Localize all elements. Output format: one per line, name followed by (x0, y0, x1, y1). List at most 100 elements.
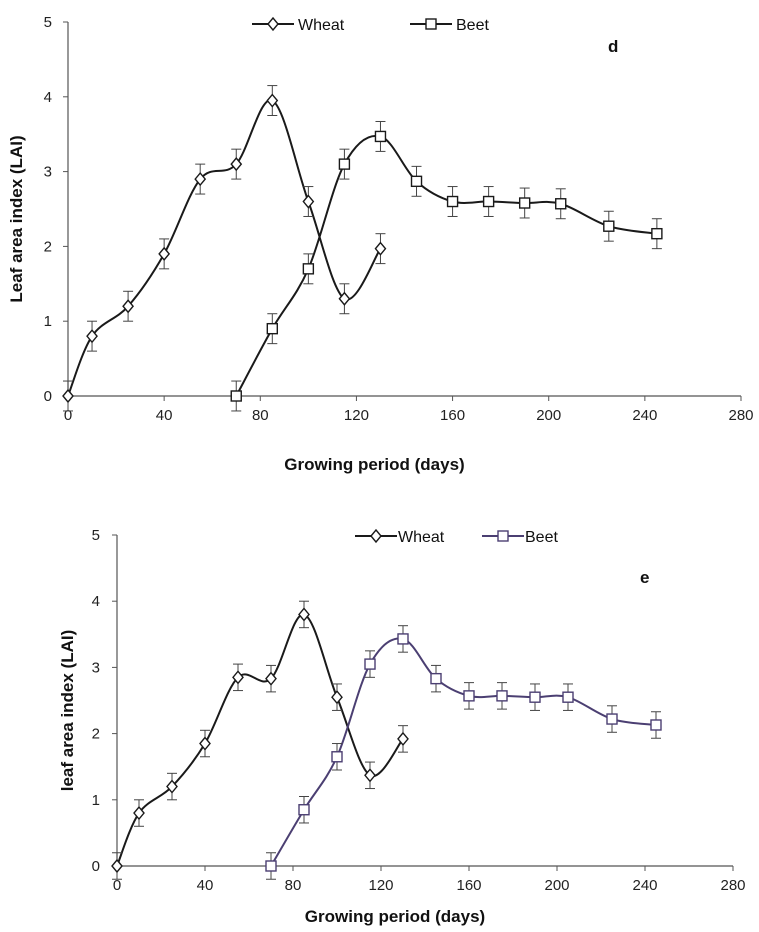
x-tick-label: 40 (156, 407, 173, 424)
series-beet (230, 120, 663, 412)
legend-label: Beet (456, 17, 489, 34)
x-tick-label: 200 (536, 407, 561, 424)
x-tick-label: 0 (64, 407, 72, 424)
panel-label: e (640, 568, 649, 587)
x-tick-label: 160 (440, 407, 465, 424)
legend-label: Beet (525, 529, 558, 546)
x-tick-label: 200 (544, 877, 569, 894)
y-tick-label: 3 (44, 164, 52, 181)
data-point-wheat (397, 731, 409, 746)
data-point-beet (265, 860, 277, 872)
data-point-beet (374, 130, 387, 143)
x-tick-label: 120 (368, 877, 393, 894)
series-beet (265, 625, 662, 880)
y-tick-label: 3 (92, 659, 100, 676)
data-point-beet (331, 751, 343, 763)
data-point-wheat (230, 157, 243, 172)
legend-label: Wheat (298, 17, 345, 34)
data-point-beet (298, 804, 310, 816)
y-tick-label: 1 (92, 792, 100, 809)
data-point-beet (230, 390, 242, 402)
y-tick-label: 1 (44, 313, 52, 330)
y-tick-label: 4 (44, 89, 52, 106)
data-point-beet (302, 263, 315, 275)
data-point-beet (555, 198, 567, 210)
legend-marker (370, 528, 382, 544)
data-point-wheat (364, 768, 376, 783)
x-tick-label: 80 (285, 877, 302, 894)
data-point-beet (606, 713, 618, 725)
series-line-wheat (116, 613, 404, 867)
data-point-wheat (374, 241, 387, 256)
y-tick-label: 5 (44, 14, 52, 31)
data-point-wheat (338, 291, 351, 306)
data-point-wheat (166, 779, 178, 794)
y-tick-label: 0 (92, 858, 100, 875)
x-axis-title: Growing period (days) (284, 455, 464, 474)
data-point-wheat (62, 388, 74, 404)
series-wheat (62, 85, 387, 412)
x-tick-label: 280 (720, 877, 745, 894)
y-axis-title: leaf area index (LAI) (58, 630, 77, 792)
data-point-beet (463, 690, 475, 702)
legend-marker (425, 18, 437, 30)
x-tick-label: 240 (632, 407, 657, 424)
data-point-wheat (122, 299, 135, 314)
data-point-beet (603, 220, 615, 232)
data-point-beet (651, 227, 663, 240)
data-point-wheat (232, 670, 244, 685)
data-point-beet (496, 690, 508, 702)
data-point-beet (650, 719, 662, 731)
legend-marker (497, 530, 509, 542)
y-tick-label: 4 (92, 593, 100, 610)
y-axis-title: Leaf area index (LAI) (7, 135, 26, 302)
x-tick-label: 40 (197, 877, 214, 894)
y-tick-label: 2 (44, 238, 52, 255)
x-tick-label: 240 (632, 877, 657, 894)
data-point-wheat (266, 93, 279, 108)
data-point-wheat (111, 858, 123, 874)
data-point-wheat (199, 736, 211, 751)
x-tick-label: 0 (113, 877, 121, 894)
data-point-beet (482, 195, 495, 208)
legend-item-wheat: Wheat (252, 16, 345, 34)
x-tick-label: 160 (456, 877, 481, 894)
y-tick-label: 0 (44, 388, 52, 405)
data-point-beet (397, 633, 409, 645)
series-wheat (111, 600, 409, 880)
legend-item-beet: Beet (482, 529, 558, 546)
data-point-beet (446, 195, 459, 208)
series-line-wheat (67, 99, 382, 397)
x-tick-label: 120 (344, 407, 369, 424)
data-point-wheat (86, 329, 98, 344)
data-point-beet (529, 691, 541, 703)
chart-panel-d: 0 40 80 120 160 200 240 280 0 1 2 3 4 5 Growing period… (7, 14, 754, 474)
data-point-beet (430, 672, 442, 685)
legend-item-wheat: Wheat (355, 528, 445, 546)
y-tick-label: 2 (92, 726, 100, 743)
data-point-wheat (298, 607, 310, 622)
data-point-wheat (158, 246, 171, 261)
data-point-beet (364, 658, 376, 670)
panel-label: d (608, 37, 618, 56)
x-axis-title: Growing period (days) (305, 907, 485, 926)
data-point-beet (518, 197, 531, 209)
data-point-beet (562, 691, 574, 703)
x-tick-label: 280 (728, 407, 753, 424)
data-point-wheat (265, 671, 277, 686)
data-point-wheat (302, 194, 315, 209)
legend-label: Wheat (398, 529, 445, 546)
data-point-beet (338, 158, 351, 170)
data-point-wheat (331, 690, 343, 705)
legend-item-beet: Beet (410, 17, 489, 34)
legend-marker (267, 16, 279, 32)
x-tick-label: 80 (252, 407, 269, 424)
chart-panel-e: 0 40 80 120 160 200 240 280 0 1 2 3 4 5 Growing period… (58, 527, 746, 926)
y-tick-label: 5 (92, 527, 100, 544)
data-point-beet (410, 175, 423, 188)
data-point-wheat (133, 805, 145, 821)
data-point-beet (266, 322, 279, 335)
data-point-wheat (194, 171, 207, 187)
